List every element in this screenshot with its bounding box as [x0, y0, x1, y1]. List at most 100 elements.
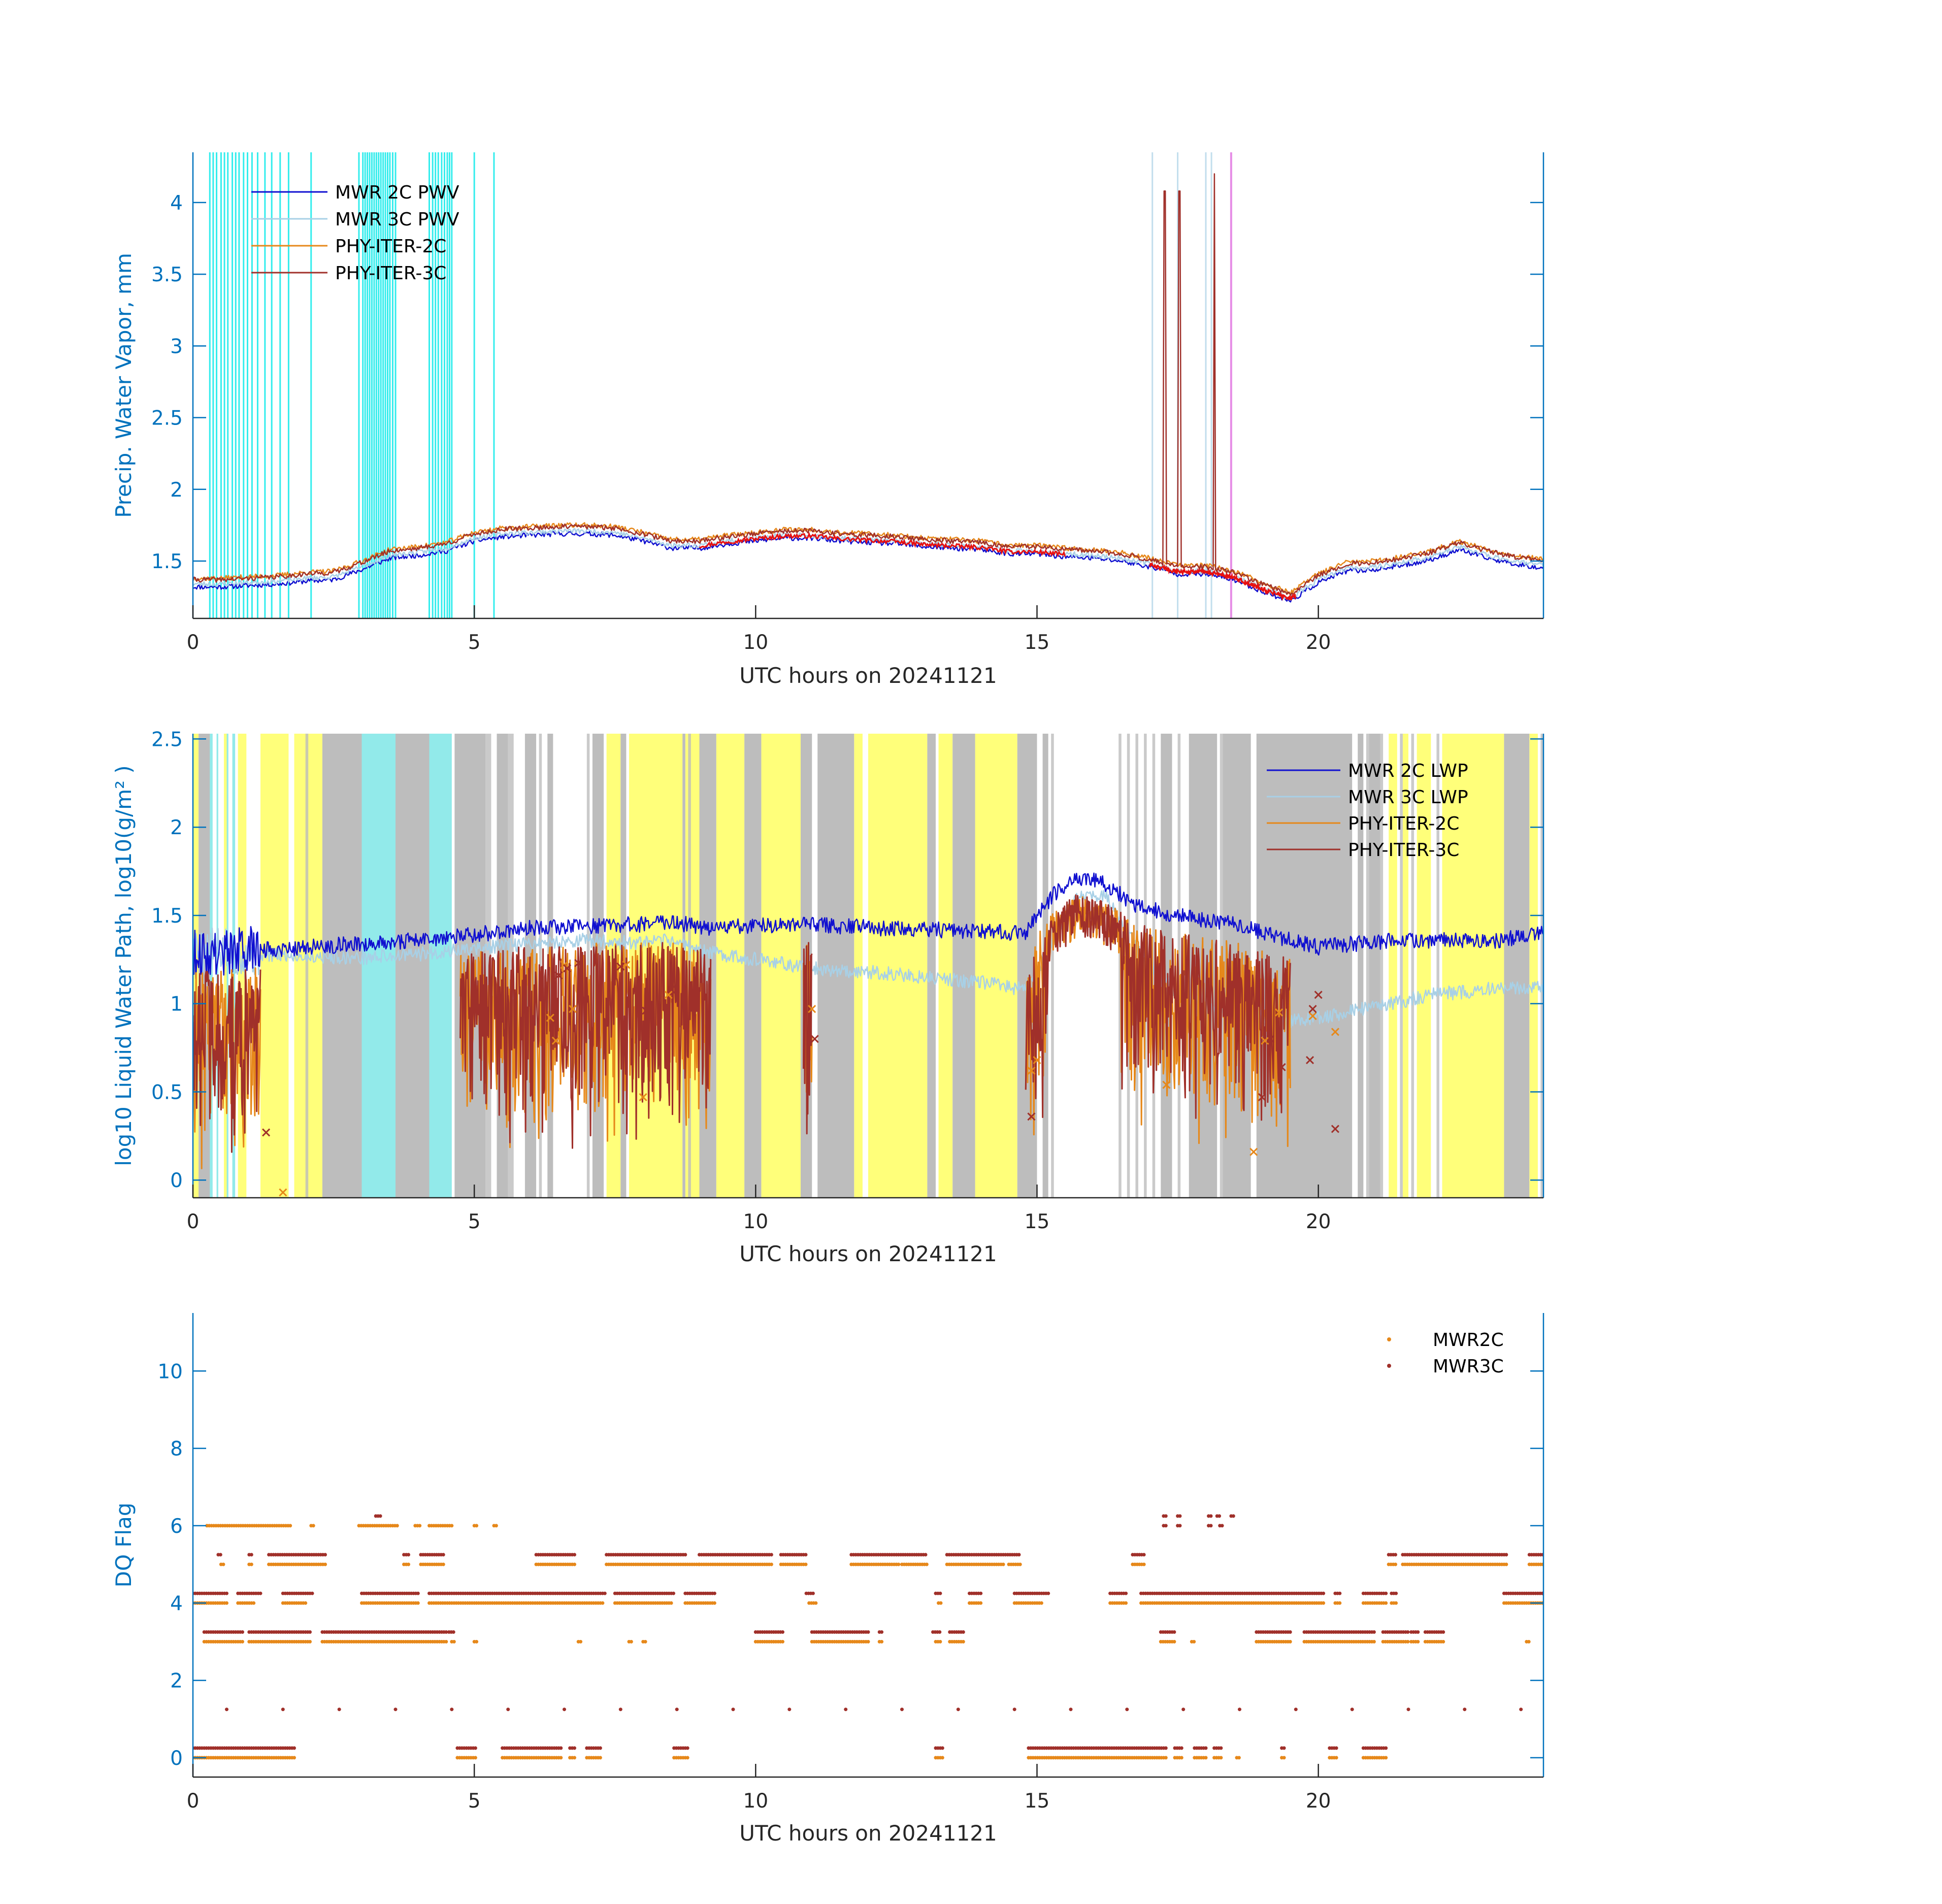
lwp-marker-phy3c-10 [1266, 1035, 1275, 1043]
dq-legend-label-mwr2c: MWR2C [1433, 1330, 1504, 1351]
dq-x-tick-label-2: 10 [743, 1790, 769, 1813]
dq-point-mwr3c-3-7-3 [811, 1591, 815, 1595]
dq-point-mwr2c-0-0-37 [288, 1524, 292, 1528]
dq-point-mwr3c-4-7-3 [938, 1630, 942, 1634]
dq-point-mwr3c-1-2-1 [1209, 1524, 1213, 1528]
dq-point-mwr3c-4-14-8 [1441, 1630, 1445, 1634]
dq-point-mwr3c-4-8-6 [961, 1630, 965, 1634]
dq-point-mwr2c-4-6-3 [940, 1756, 944, 1760]
dq-point-mwr2c-2-19-8 [1441, 1639, 1445, 1644]
dq-point-mwr3c-2-12-3 [1394, 1553, 1397, 1557]
lwp-light-gray-band-19 [1400, 734, 1403, 1198]
lwp-yellow-band-8 [716, 734, 745, 1198]
dq-point-mwr2c-4-1-8 [473, 1756, 477, 1760]
dq-point-mwr2c-2-5-1 [579, 1639, 583, 1644]
lwp-gray-band-22 [1358, 734, 1364, 1198]
dq-point-mwr3c-flag1-23 [1519, 1708, 1523, 1712]
dq-x-tick-label-3: 15 [1025, 1790, 1050, 1813]
dq-point-mwr2c-4-3-2 [573, 1756, 576, 1760]
lwp-marker-phy2c-16 [1331, 1028, 1339, 1036]
lwp-marker-phy2c-8 [808, 1005, 816, 1013]
lwp-marker-phy2c-1 [546, 1013, 554, 1022]
lwp-gray-band-23 [1369, 734, 1380, 1198]
dq-point-mwr3c-flag1-2 [337, 1708, 341, 1712]
dq-point-mwr2c-1-8-1 [939, 1601, 943, 1605]
pwv-x-tick-label-1: 5 [468, 631, 481, 654]
lwp-marker-phy2c-2 [551, 1036, 560, 1045]
dq-point-mwr3c-2-8-11 [804, 1553, 808, 1557]
dq-y-tick-label-0: 0 [170, 1747, 183, 1770]
lwp-cyan-band-2 [226, 734, 228, 1198]
dq-x-tick-label-0: 0 [187, 1790, 200, 1813]
lwp-y-tick-label-5: 2.5 [151, 728, 183, 751]
lwp-series-phy-iter-3c-segment-3 [608, 942, 712, 1140]
lwp-legend-label-phy3c: PHY-ITER-3C [1348, 840, 1459, 861]
dq-point-mwr2c-3-9-21 [897, 1562, 901, 1566]
lwp-yellow-band-12 [938, 734, 953, 1198]
dq-point-mwr2c-4-4-6 [598, 1756, 602, 1760]
dq-point-mwr2c-4-14-10 [1384, 1756, 1388, 1760]
lwp-marker-phy3c-1 [554, 971, 563, 980]
dq-point-mwr2c-3-1-1 [249, 1562, 253, 1566]
lwp-y-tick-label-1: 0.5 [151, 1081, 183, 1104]
dq-point-mwr2c-1-15-2 [1394, 1601, 1398, 1605]
lwp-gray-band-10 [699, 734, 716, 1198]
dq-point-mwr3c-6-0-45 [292, 1746, 296, 1750]
lwp-y-tick-label-4: 2 [170, 816, 183, 839]
lwp-light-gray-band-18 [1380, 734, 1384, 1198]
pwv-series-phy-iter-3c [193, 173, 1543, 596]
dq-y-axis-label: DQ Flag [111, 1503, 136, 1588]
lwp-x-tick-label-1: 5 [468, 1210, 481, 1233]
dq-point-mwr2c-1-11-7 [1124, 1601, 1128, 1605]
lwp-marker-phy3c-11 [1277, 1063, 1286, 1071]
dq-point-mwr2c-1-14-10 [1384, 1601, 1388, 1605]
dq-point-mwr3c-3-0-15 [225, 1591, 228, 1595]
pwv-legend-label-phy3c: PHY-ITER-3C [335, 263, 446, 284]
lwp-band-layer [193, 734, 1543, 1198]
dq-point-mwr3c-3-5-26 [672, 1591, 675, 1595]
pwv-y-tick-label-1: 2 [170, 479, 183, 502]
pwv-x-tick-label-4: 20 [1306, 631, 1331, 654]
dq-point-mwr2c-3-8-11 [804, 1562, 808, 1566]
dq-point-mwr3c-flag1-19 [1294, 1708, 1298, 1712]
dq-point-mwr3c-4-4-12 [781, 1630, 784, 1634]
dq-point-mwr2c-2-4-1 [475, 1639, 479, 1644]
dq-legend-marker-mwr3c [1387, 1364, 1391, 1368]
dq-point-mwr3c-2-10-32 [1017, 1553, 1021, 1557]
lwp-light-gray-band-4 [508, 734, 514, 1198]
dq-point-mwr2c-2-13-6 [1172, 1639, 1176, 1644]
dq-point-mwr3c-4-2-55 [444, 1630, 448, 1634]
dq-point-mwr2c-2-7-1 [643, 1639, 647, 1644]
pwv-legend: MWR 2C PWV MWR 3C PWV PHY-ITER-2C PHY-IT… [251, 182, 459, 284]
lwp-panel: 0 5 10 15 20 0 0.5 1 1.5 2 2.5 UTC hours on 202411… [111, 728, 1544, 1266]
lwp-marker-layer [262, 959, 1339, 1197]
dq-point-mwr3c-flag1-4 [450, 1708, 454, 1712]
dq-point-mwr2c-3-13-5 [1142, 1562, 1146, 1566]
dq-point-mwr2c-0-1-1 [311, 1524, 315, 1528]
dq-point-mwr2c-1-13-2 [1338, 1601, 1342, 1605]
dq-point-mwr3c-6-2-26 [559, 1746, 563, 1750]
dq-point-mwr2c-3-2-25 [323, 1562, 327, 1566]
dq-point-mwr3c-flag1-20 [1350, 1708, 1354, 1712]
lwp-yellow-band-18 [1442, 734, 1504, 1198]
lwp-yellow-band-13 [975, 734, 1017, 1198]
lwp-light-gray-band-1 [305, 734, 309, 1198]
lwp-cyan-band-4 [361, 734, 396, 1198]
lwp-y-tick-label-2: 1 [170, 993, 183, 1016]
dq-point-mwr2c-3-7-32 [769, 1562, 773, 1566]
lwp-marker-phy3c-2 [563, 964, 572, 973]
lwp-series-phy-iter-3c-segment-0 [193, 969, 261, 1153]
dq-point-mwr2c-4-7-61 [1164, 1756, 1168, 1760]
lwp-light-gray-band-17 [1366, 734, 1369, 1198]
dq-point-mwr3c-flag1-16 [1125, 1708, 1129, 1712]
lwp-marker-phy3c-9 [1258, 1093, 1266, 1101]
lwp-marker-phy2c-0 [279, 1188, 287, 1197]
dq-y-tick-label-1: 2 [170, 1670, 183, 1693]
dq-point-mwr3c-2-13-46 [1504, 1553, 1508, 1557]
dq-y-tick-label-3: 6 [170, 1515, 183, 1538]
lwp-y-tick-label-0: 0 [170, 1169, 183, 1192]
lwp-marker-phy3c-0 [262, 1128, 271, 1137]
lwp-yellow-band-3 [260, 734, 289, 1198]
dq-point-mwr2c-3-3-2 [407, 1562, 410, 1566]
lwp-yellow-band-17 [1417, 734, 1431, 1198]
